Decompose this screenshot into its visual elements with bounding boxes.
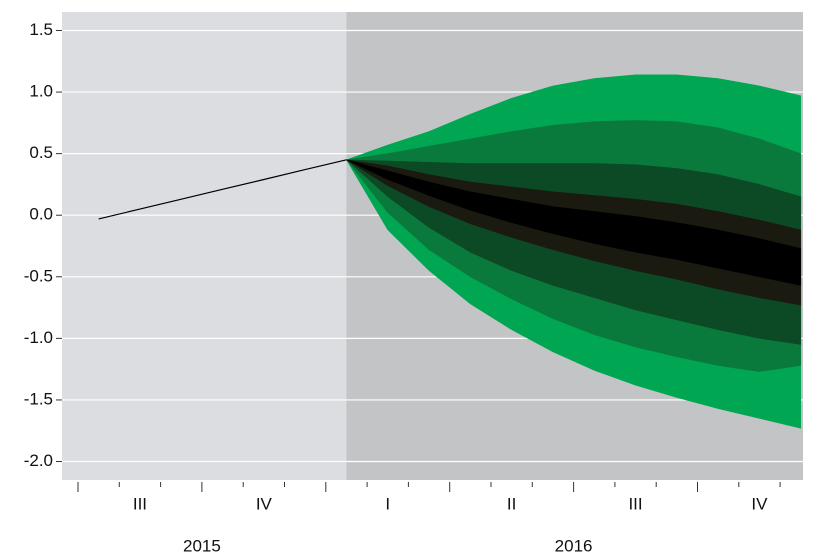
y-tick-label: -0.5 [24,266,53,285]
y-tick-label: 1.5 [29,20,53,39]
x-tick-label: III [628,494,642,513]
x-tick-label: IV [751,494,768,513]
history-line [98,159,347,220]
y-tick-label: -1.0 [24,328,53,347]
y-tick-label: 0.0 [29,205,53,224]
x-tick-label: III [133,494,147,513]
y-tick-label: -1.5 [24,389,53,408]
x-tick-label: I [385,494,390,513]
year-label: 2015 [183,536,221,555]
x-tick-label: II [507,494,516,513]
y-tick-label: -2.0 [24,451,53,470]
x-tick-label: IV [256,494,273,513]
year-label: 2016 [555,536,593,555]
y-tick-label: 1.0 [29,82,53,101]
y-tick-label: 0.5 [29,143,53,162]
fan-band [346,159,802,286]
